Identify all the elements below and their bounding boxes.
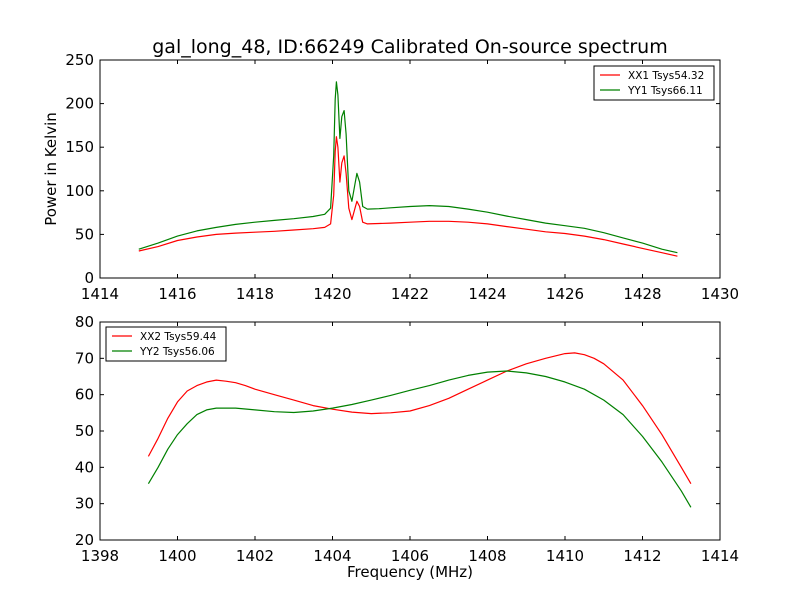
x-tick-label: 1420 bbox=[313, 285, 351, 303]
x-tick-label: 1414 bbox=[701, 547, 739, 565]
x-tick-label: 1406 bbox=[391, 547, 429, 565]
x-tick-label: 1426 bbox=[546, 285, 584, 303]
chart-title: gal_long_48, ID:66249 Calibrated On-sour… bbox=[152, 36, 667, 58]
bottom-chart-panel: 1398 1400 1402 1404 1406 1408 1410 1412 1414 20 30… bbox=[75, 313, 739, 581]
legend-label: XX2 Tsys59.44 bbox=[140, 331, 217, 343]
y-tick-label: 80 bbox=[75, 313, 94, 331]
x-tick-label: 1404 bbox=[313, 547, 351, 565]
top-chart-panel: 1414 1416 1418 1420 1422 1424 1426 1428 1430 0 50 1… bbox=[42, 51, 739, 303]
y-tick-label: 60 bbox=[75, 386, 94, 404]
x-tick-label: 1410 bbox=[546, 547, 584, 565]
x-tick-label: 1414 bbox=[81, 285, 119, 303]
x-tick-label: 1398 bbox=[81, 547, 119, 565]
y-tick-label: 200 bbox=[65, 95, 94, 113]
x-tick-label: 1400 bbox=[158, 547, 196, 565]
y-tick-label: 150 bbox=[65, 138, 94, 156]
series-line-2 bbox=[147, 370, 692, 508]
y-tick-label: 50 bbox=[75, 225, 94, 243]
legend-label: YY1 Tsys66.11 bbox=[627, 85, 703, 97]
x-tick-label: 1424 bbox=[468, 285, 506, 303]
x-tick-label: 1422 bbox=[391, 285, 429, 303]
x-tick-label: 1408 bbox=[468, 547, 506, 565]
x-tick-label: 1416 bbox=[158, 285, 196, 303]
y-tick-label: 250 bbox=[65, 51, 94, 69]
y-tick-label: 20 bbox=[75, 531, 94, 549]
legend: XX2 Tsys59.44 YY2 Tsys56.06 bbox=[105, 326, 227, 362]
x-tick-label: 1418 bbox=[236, 285, 274, 303]
y-axis-label: Power in Kelvin bbox=[42, 112, 60, 226]
x-tick-label: 1428 bbox=[623, 285, 661, 303]
y-tick-label: 0 bbox=[84, 269, 94, 287]
y-tick-label: 50 bbox=[75, 422, 94, 440]
y-tick-label: 40 bbox=[75, 458, 94, 476]
legend-label: XX1 Tsys54.32 bbox=[628, 70, 704, 82]
x-tick-label: 1412 bbox=[623, 547, 661, 565]
series-line-1 bbox=[138, 136, 678, 257]
series-line-1 bbox=[147, 352, 692, 485]
y-tick-label: 100 bbox=[65, 182, 94, 200]
series-line-2 bbox=[138, 81, 678, 254]
x-tick-label: 1402 bbox=[236, 547, 274, 565]
x-axis-label: Frequency (MHz) bbox=[347, 563, 473, 581]
legend-box bbox=[105, 326, 227, 362]
y-tick-label: 70 bbox=[75, 349, 94, 367]
legend-box bbox=[593, 65, 715, 101]
legend-label: YY2 Tsys56.06 bbox=[139, 346, 215, 358]
x-tick-label: 1430 bbox=[701, 285, 739, 303]
y-tick-label: 30 bbox=[75, 495, 94, 513]
legend: XX1 Tsys54.32 YY1 Tsys66.11 bbox=[593, 65, 715, 101]
